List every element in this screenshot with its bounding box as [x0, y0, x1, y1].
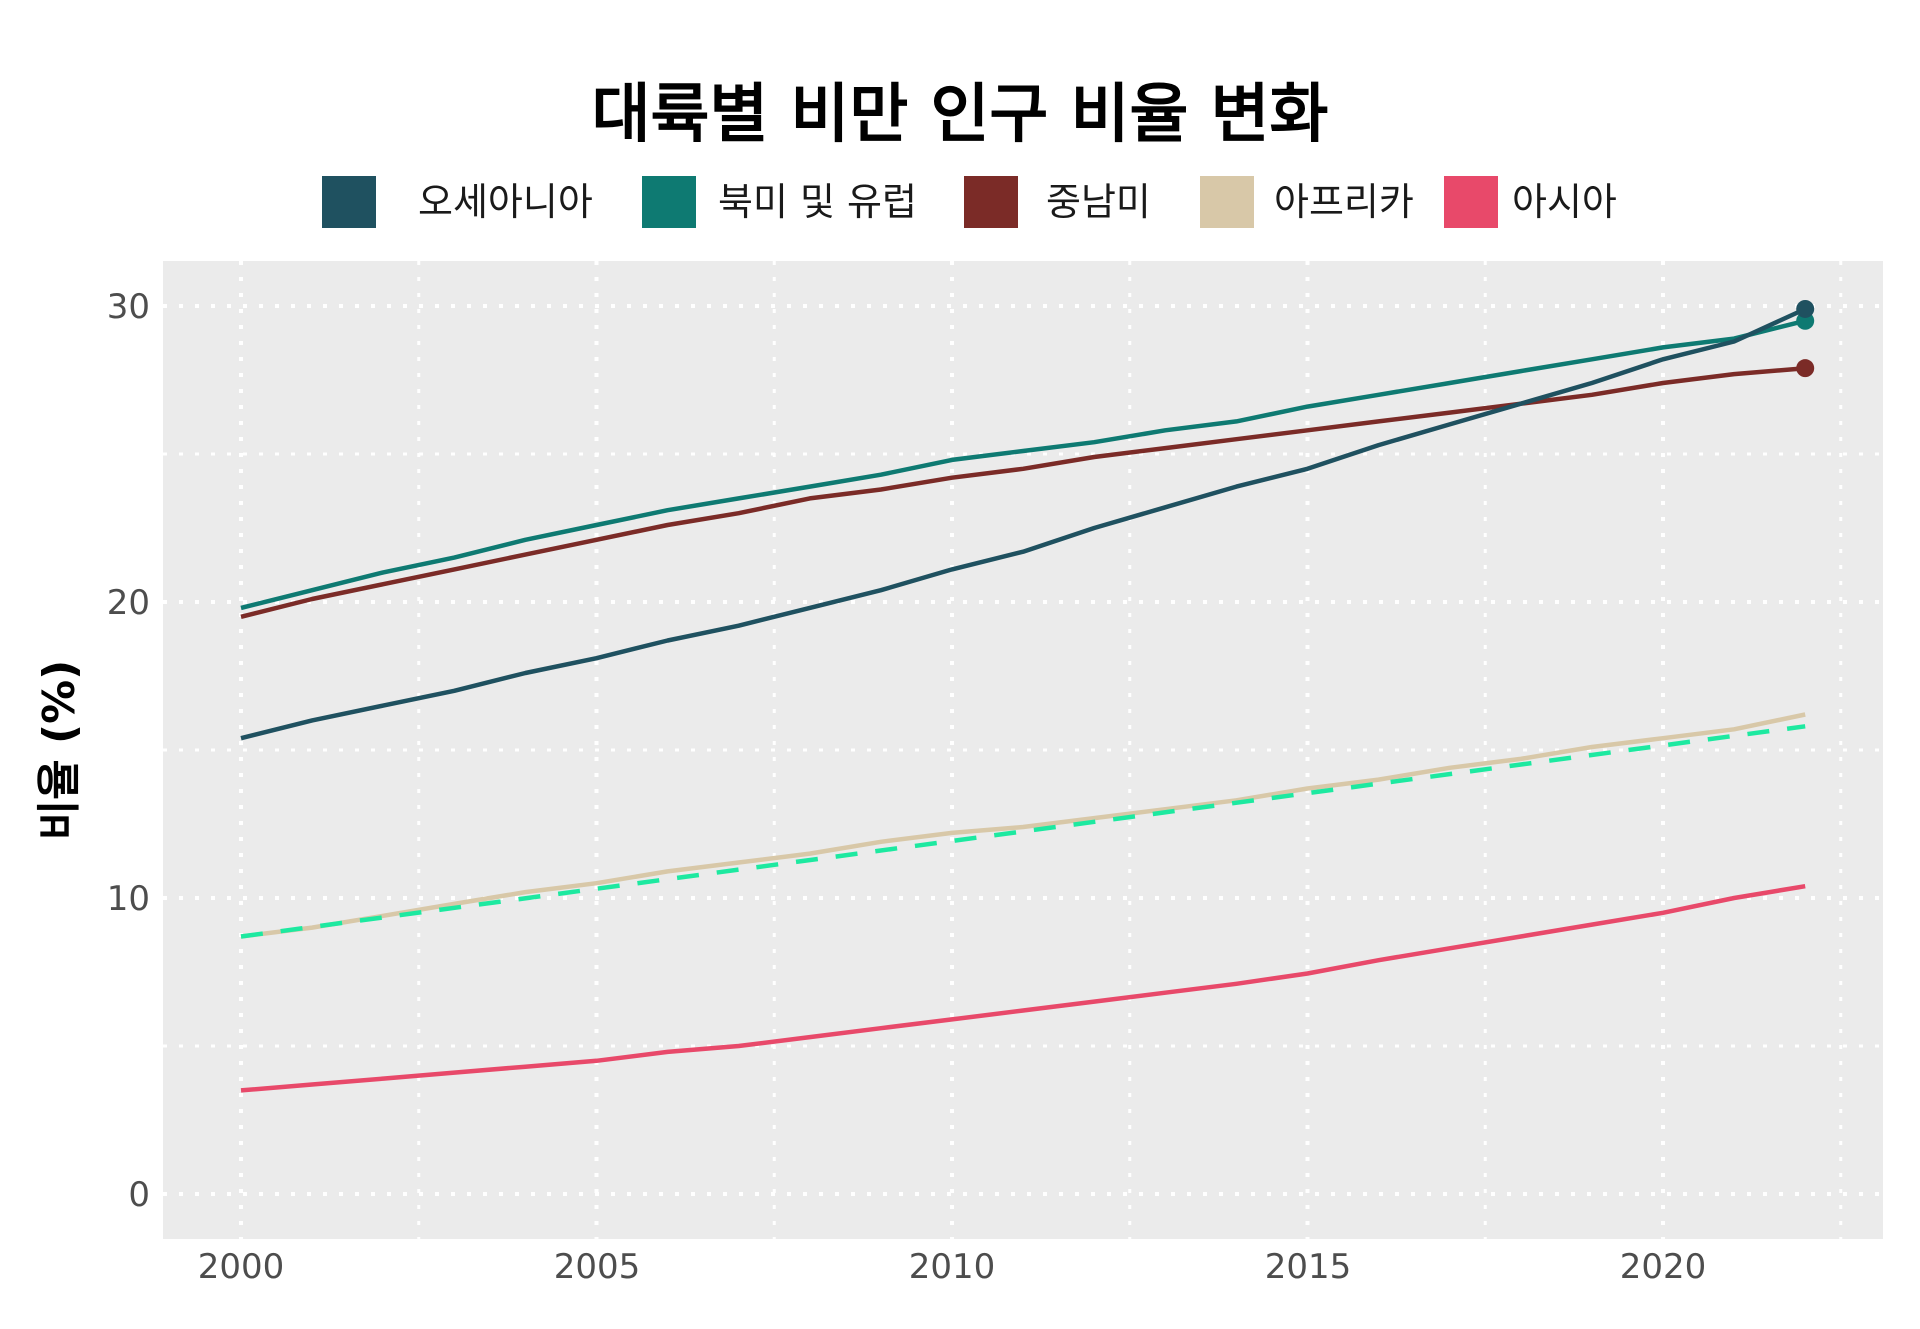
series-line-latin-america [240, 365, 1806, 619]
plot-panel [163, 261, 1883, 1239]
series-line-north-america-europe [240, 318, 1806, 611]
legend-swatch-latin-america [964, 176, 1018, 228]
y-axis: 0 10 20 30 [107, 287, 150, 1215]
legend: 오세아니아 북미 및 유럽 중남미 아프리카 아시아 [322, 176, 1617, 228]
x-tick-label-2010: 2010 [909, 1247, 996, 1287]
legend-label-latin-america: 중남미 [1046, 180, 1151, 224]
series-layer [240, 306, 1807, 1093]
legend-item-asia[interactable]: 아시아 [1444, 176, 1617, 228]
x-tick-label-2000: 2000 [198, 1247, 285, 1287]
legend-swatch-africa [1200, 176, 1254, 228]
gridlines [163, 261, 1883, 1239]
y-axis-title: 비율 (%) [34, 660, 85, 841]
x-tick-label-2015: 2015 [1265, 1247, 1352, 1287]
y-tick-label-20: 20 [107, 583, 150, 623]
legend-label-north-america-europe: 북미 및 유럽 [718, 180, 917, 224]
end-point-latin-america [1796, 359, 1815, 378]
legend-swatch-asia [1444, 176, 1498, 228]
chart-title: 대륙별 비만 인구 비율 변화 [592, 78, 1329, 152]
legend-label-oceania: 오세아니아 [418, 180, 593, 224]
legend-item-latin-america[interactable]: 중남미 [964, 176, 1151, 228]
y-tick-label-30: 30 [107, 287, 150, 327]
legend-label-africa: 아프리카 [1274, 180, 1414, 224]
series-line-oceania [240, 306, 1807, 741]
y-tick-label-0: 0 [128, 1175, 150, 1215]
end-point-oceania [1796, 299, 1815, 318]
legend-item-oceania[interactable]: 오세아니아 [322, 176, 593, 228]
x-axis: 2000 2005 2010 2015 2020 [198, 1247, 1707, 1287]
legend-item-north-america-europe[interactable]: 북미 및 유럽 [642, 176, 917, 228]
series-line-africa [240, 712, 1806, 939]
legend-item-africa[interactable]: 아프리카 [1200, 176, 1414, 228]
legend-swatch-oceania [322, 176, 376, 228]
x-tick-label-2005: 2005 [554, 1247, 641, 1287]
legend-label-asia: 아시아 [1512, 180, 1617, 224]
series-line-asia [240, 883, 1806, 1093]
y-tick-label-10: 10 [107, 879, 150, 919]
end-markers [1796, 299, 1815, 378]
x-tick-label-2020: 2020 [1620, 1247, 1707, 1287]
legend-swatch-north-america-europe [642, 176, 696, 228]
